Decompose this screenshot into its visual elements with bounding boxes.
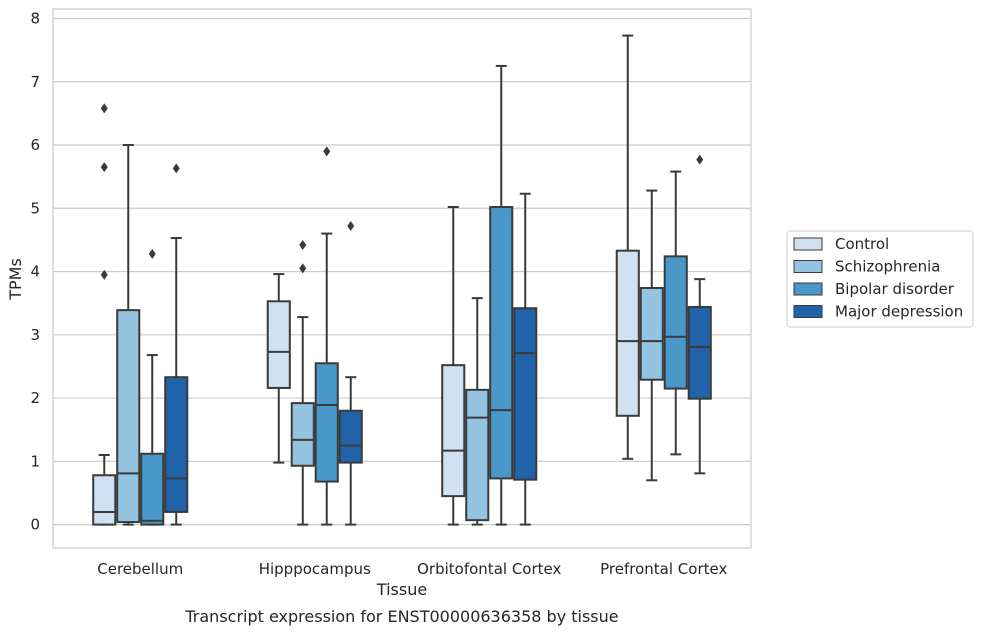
y-tick-label: 5 bbox=[30, 199, 40, 217]
legend: Control Schizophrenia Bipolar disorder Majo… bbox=[786, 230, 974, 328]
box-2-3 bbox=[663, 170, 688, 456]
y-tick-label: 4 bbox=[30, 263, 40, 281]
chart-caption: Transcript expression for ENST0000063635… bbox=[184, 607, 618, 626]
y-tick-label: 1 bbox=[30, 452, 40, 470]
box-1-3 bbox=[639, 189, 664, 482]
box-1-1 bbox=[290, 239, 315, 526]
box-iqr bbox=[513, 307, 538, 481]
box-3-2 bbox=[513, 192, 538, 526]
box-iqr bbox=[266, 300, 291, 389]
box-1-2 bbox=[465, 297, 490, 526]
box-1-0 bbox=[116, 144, 141, 526]
box-0-2 bbox=[441, 206, 466, 526]
box-iqr bbox=[92, 474, 117, 526]
legend-swatch bbox=[793, 282, 823, 296]
box-iqr bbox=[116, 309, 141, 524]
outlier-point bbox=[323, 146, 331, 157]
x-tick-label: Cerebellum bbox=[97, 560, 183, 578]
legend-label: Schizophrenia bbox=[835, 258, 940, 276]
y-tick-label: 2 bbox=[30, 389, 40, 407]
box-3-1 bbox=[338, 220, 363, 526]
box-2-2 bbox=[489, 64, 514, 526]
box-iqr bbox=[663, 255, 688, 390]
box-iqr bbox=[441, 364, 466, 498]
outlier-point bbox=[100, 269, 108, 280]
box-2-1 bbox=[314, 146, 339, 526]
legend-label: Control bbox=[835, 235, 889, 253]
box-0-1 bbox=[266, 273, 291, 464]
legend-swatch bbox=[793, 305, 823, 318]
legend-label: Bipolar disorder bbox=[835, 280, 955, 298]
legend-label: Major depression bbox=[835, 303, 963, 321]
box-iqr bbox=[338, 409, 363, 464]
outlier-point bbox=[172, 163, 180, 174]
box-iqr bbox=[489, 206, 514, 480]
y-tick-label: 7 bbox=[30, 73, 40, 91]
box-3-3 bbox=[687, 154, 712, 475]
x-axis-label: Tissue bbox=[376, 580, 427, 599]
box-2-0 bbox=[140, 248, 165, 526]
box-iqr bbox=[164, 376, 189, 513]
box-iqr bbox=[314, 362, 339, 483]
outlier-point bbox=[696, 154, 704, 165]
box-iqr bbox=[465, 388, 490, 522]
box-3-0 bbox=[164, 163, 189, 526]
legend-swatch bbox=[793, 237, 823, 251]
y-axis-label: TPMs bbox=[6, 258, 25, 301]
x-tick-labels: Cerebellum Hipppocampus Orbitofontal Corte… bbox=[97, 560, 727, 578]
plot-frame bbox=[52, 8, 752, 549]
y-tick-label: 6 bbox=[30, 136, 40, 154]
box-iqr bbox=[639, 286, 664, 381]
outlier-point bbox=[100, 103, 108, 114]
outlier-point bbox=[100, 162, 108, 173]
outlier-point bbox=[148, 248, 156, 259]
box-0-0 bbox=[92, 103, 117, 526]
box-iqr bbox=[290, 402, 315, 467]
outlier-point bbox=[347, 220, 355, 231]
x-tick-label: Hipppocampus bbox=[259, 560, 371, 578]
y-tick-labels: 0 1 2 3 4 5 6 7 8 bbox=[30, 9, 40, 533]
box-iqr bbox=[615, 249, 640, 417]
outlier-point bbox=[299, 263, 307, 274]
box-iqr bbox=[140, 452, 165, 526]
y-tick-label: 8 bbox=[30, 9, 40, 27]
box-iqr bbox=[687, 305, 712, 400]
box-plot-series bbox=[92, 34, 712, 526]
legend-frame bbox=[786, 230, 974, 328]
y-gridlines bbox=[53, 17, 751, 526]
x-tick-label: Prefrontal Cortex bbox=[600, 560, 727, 578]
legend-swatch bbox=[793, 260, 823, 273]
y-tick-label: 3 bbox=[30, 326, 40, 344]
outlier-point bbox=[299, 239, 307, 250]
y-tick-label: 0 bbox=[30, 516, 40, 534]
x-tick-label: Orbitofontal Cortex bbox=[417, 560, 561, 578]
box-0-3 bbox=[615, 34, 640, 460]
